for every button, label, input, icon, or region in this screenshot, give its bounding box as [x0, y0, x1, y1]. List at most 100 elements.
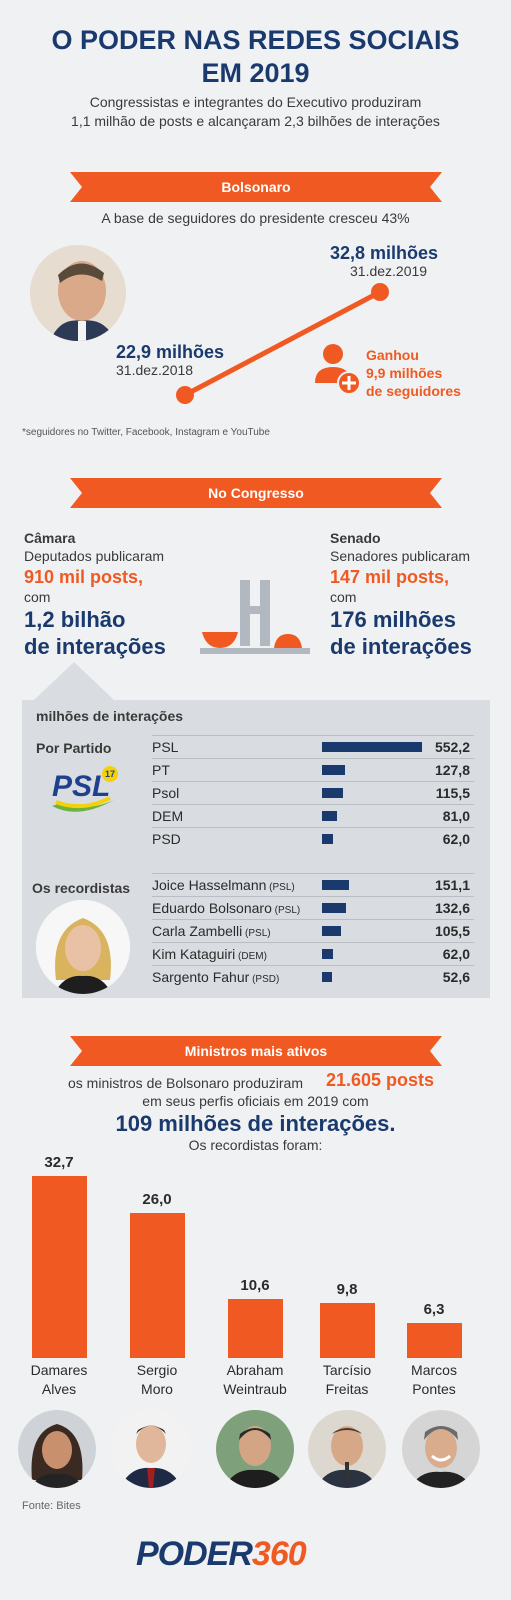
minister-name-part: Tarcísio: [322, 1362, 372, 1378]
record-label: Carla Zambelli (PSL): [152, 923, 271, 939]
poder360-logo: PODER360: [136, 1535, 307, 1575]
record-row-divider: [152, 942, 474, 943]
record-heading: Os recordistas: [32, 880, 131, 896]
user-plus-icon: [315, 343, 363, 395]
party-label: PSD: [152, 831, 181, 847]
record-row-divider: [152, 873, 474, 874]
ministros-line2: em seus perfis oficiais em 2019 com: [142, 1093, 369, 1109]
record-label: Sargento Fahur (PSD): [152, 969, 280, 985]
ministros-line3: Os recordistas foram:: [188, 1137, 323, 1153]
minister-bar: [227, 1299, 283, 1358]
minister-name-part: Marcos: [411, 1362, 457, 1378]
followers-point-end: [371, 283, 389, 301]
minister-value: 10,6: [240, 1277, 270, 1294]
party-value: 552,2: [434, 739, 470, 755]
party-label: DEM: [152, 808, 184, 824]
minister-name: Tarcísio Freitas: [302, 1361, 392, 1399]
marcos-pontes-photo: [402, 1410, 480, 1488]
record-label: Joice Hasselmann (PSL): [152, 877, 295, 893]
followers-line-chart: [176, 283, 389, 404]
party-value: 81,0: [442, 808, 470, 824]
ministros-line1: os ministros de Bolsonaro produziram: [68, 1075, 303, 1091]
record-bar: [322, 949, 334, 959]
bolsonaro-photo: [30, 245, 126, 341]
minister-bar: [406, 1322, 462, 1358]
record-value: 151,1: [434, 877, 470, 893]
party-heading: Por Partido: [36, 740, 112, 756]
followers-line-series: [183, 289, 382, 398]
party-label: Psol: [152, 785, 180, 801]
record-row-divider: [152, 896, 474, 897]
record-bar: [322, 926, 342, 936]
minister-name-part: Abraham: [226, 1362, 284, 1378]
record-row-divider: [152, 965, 474, 966]
minister-name-part: Moro: [141, 1381, 173, 1397]
start-date: 31.dez.2018: [116, 362, 194, 378]
minister-name: Marcos Pontes: [389, 1361, 479, 1399]
party-bar: [322, 811, 337, 821]
party-row-divider: [152, 758, 474, 759]
record-value: 62,0: [442, 946, 470, 962]
record-party: (PSL): [271, 905, 301, 916]
camara-posts: 910 mil posts,: [24, 567, 144, 587]
ministros-posts: 21.605 posts: [326, 1070, 435, 1090]
end-value: 32,8 milhões: [330, 243, 439, 263]
damares-alves-photo: [18, 1410, 96, 1488]
minister-bar: [319, 1303, 375, 1358]
camara-line1: Deputados publicaram: [24, 548, 165, 564]
minister-name-part: Freitas: [325, 1381, 369, 1397]
subtitle-line2: 1,1 milhão de posts e alcançaram 2,3 bil…: [71, 113, 440, 129]
senado-interactions-line2: de interações: [330, 634, 472, 659]
party-bar: [322, 834, 334, 844]
minister-value: 26,0: [142, 1191, 172, 1209]
source-note: Fonte: Bites: [22, 1500, 81, 1512]
party-bar: [322, 788, 343, 798]
record-bar: [322, 972, 332, 982]
minister-name-part: Weintraub: [223, 1381, 287, 1397]
minister-name: Sergio Moro: [112, 1361, 202, 1399]
abraham-weintraub-photo: [216, 1410, 294, 1488]
record-value: 132,6: [434, 900, 470, 916]
gain-line2: 9,9 milhões: [366, 365, 443, 381]
banner-congresso: No Congresso: [70, 478, 442, 508]
start-value: 22,9 milhões: [116, 342, 225, 362]
tarcisio-freitas-photo: [308, 1410, 386, 1488]
record-value: 105,5: [434, 923, 470, 939]
minister-name: Damares Alves: [14, 1361, 104, 1399]
minister-value: 6,3: [423, 1300, 445, 1318]
party-label: PSL: [152, 739, 179, 755]
banner-bolsonaro-label: Bolsonaro: [221, 179, 291, 195]
psl-logo: PSL 17: [48, 762, 120, 818]
senado-com: com: [330, 589, 357, 605]
party-bar: [322, 765, 346, 775]
end-date: 31.dez.2019: [350, 263, 428, 279]
record-bar: [322, 903, 346, 913]
minister-name-part: Sergio: [136, 1362, 178, 1378]
party-row-divider: [152, 804, 474, 805]
minister-name-part: Alves: [41, 1381, 77, 1397]
minister-value: 9,8: [336, 1281, 358, 1299]
party-row-divider: [152, 781, 474, 782]
minister-name-part: Pontes: [412, 1381, 456, 1397]
gain-line1: Ganhou: [366, 347, 419, 363]
banner-bolsonaro: Bolsonaro: [70, 172, 442, 202]
minister-name: Abraham Weintraub: [210, 1361, 300, 1399]
party-row-divider: [152, 735, 474, 736]
panel-pointer: [34, 662, 114, 700]
banner-ministros: Ministros mais ativos: [70, 1036, 442, 1066]
record-party: (PSL): [242, 928, 271, 939]
camara-interactions-line2: de interações: [24, 634, 166, 659]
record-label: Kim Kataguiri (DEM): [152, 946, 267, 962]
psl-logo-text: PSL: [52, 770, 110, 803]
sergio-moro-photo: [112, 1410, 190, 1488]
subtitle-line1: Congressistas e integrantes do Executivo…: [89, 94, 422, 110]
minister-bar: [31, 1176, 87, 1358]
senado-line1: Senadores publicaram: [330, 548, 471, 564]
psl-logo-number: 17: [105, 769, 115, 779]
party-value: 62,0: [442, 831, 470, 847]
record-party: (PSD): [249, 974, 280, 985]
bolsonaro-lead: A base de seguidores do presidente cresc…: [101, 210, 410, 226]
record-label: Eduardo Bolsonaro (PSL): [152, 900, 301, 916]
minister-bar: [129, 1213, 185, 1358]
banner-congresso-label: No Congresso: [208, 485, 304, 501]
